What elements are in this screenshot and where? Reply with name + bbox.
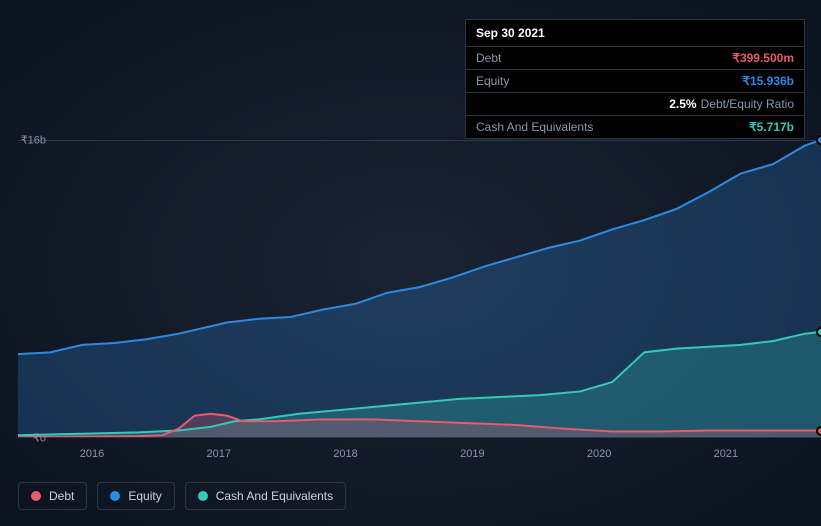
y-axis-label: ₹16b xyxy=(21,134,46,147)
legend-item-equity[interactable]: Equity xyxy=(97,482,174,510)
chart-tooltip: Sep 30 2021 Debt ₹399.500m Equity ₹15.93… xyxy=(465,19,805,139)
tooltip-date: Sep 30 2021 xyxy=(466,20,804,47)
financial-history-chart: Sep 30 2021 Debt ₹399.500m Equity ₹15.93… xyxy=(0,0,821,526)
plot-area[interactable] xyxy=(18,140,821,438)
legend-dot-icon xyxy=(31,491,41,501)
legend-dot-icon xyxy=(198,491,208,501)
x-axis-label: 2017 xyxy=(207,448,231,460)
tooltip-row-ratio: 2.5% Debt/Equity Ratio xyxy=(466,93,804,116)
tooltip-row-equity: Equity ₹15.936b xyxy=(466,70,804,93)
tooltip-label: Equity xyxy=(476,74,509,88)
legend-dot-icon xyxy=(110,491,120,501)
tooltip-row-debt: Debt ₹399.500m xyxy=(466,47,804,70)
legend-item-debt[interactable]: Debt xyxy=(18,482,87,510)
x-axis: 2016 2017 2018 2019 2020 2021 xyxy=(0,448,821,468)
series-endpoint-icon xyxy=(816,426,821,436)
tooltip-value: ₹5.717b xyxy=(749,120,794,134)
legend-item-cash[interactable]: Cash And Equivalents xyxy=(185,482,346,510)
tooltip-value: ₹399.500m xyxy=(732,51,794,65)
series-endpoint-icon xyxy=(816,327,821,337)
tooltip-ratio-label: Debt/Equity Ratio xyxy=(701,97,794,111)
series-endpoint-icon xyxy=(816,135,821,145)
y-axis-label: ₹0 xyxy=(33,432,46,445)
tooltip-row-cash: Cash And Equivalents ₹5.717b xyxy=(466,116,804,138)
x-axis-label: 2021 xyxy=(714,448,738,460)
tooltip-label: Debt xyxy=(476,51,501,65)
tooltip-label: Cash And Equivalents xyxy=(476,120,593,134)
legend-label: Cash And Equivalents xyxy=(216,489,333,503)
x-axis-label: 2018 xyxy=(333,448,357,460)
legend-label: Debt xyxy=(49,489,74,503)
x-axis-label: 2016 xyxy=(80,448,104,460)
tooltip-ratio-pct: 2.5% xyxy=(669,97,696,111)
plot-svg xyxy=(18,140,821,438)
tooltip-value: ₹15.936b xyxy=(742,74,794,88)
x-axis-label: 2020 xyxy=(587,448,611,460)
chart-legend: Debt Equity Cash And Equivalents xyxy=(18,482,346,510)
legend-label: Equity xyxy=(128,489,161,503)
x-axis-label: 2019 xyxy=(460,448,484,460)
